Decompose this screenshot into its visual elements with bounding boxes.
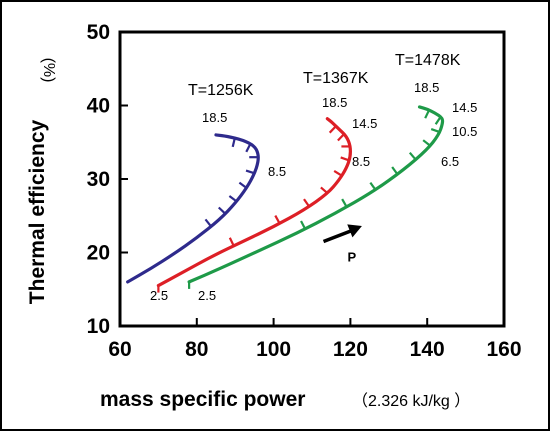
y-tick-label: 10 — [87, 315, 110, 338]
pressure-ratio-tick — [391, 166, 399, 175]
pressure-ratio-tick — [341, 198, 348, 208]
pressure-ratio-tick — [238, 181, 248, 189]
pressure-ratio-label: 6.5 — [441, 154, 459, 169]
x-tick-label: 120 — [333, 338, 368, 361]
pressure-ratio-tick — [424, 109, 431, 119]
y-tick-label: 30 — [87, 168, 110, 191]
series-2: T=1367K 18.5 14.5 8.5 2.5 — [150, 70, 377, 303]
pressure-ratio-tick — [320, 186, 329, 195]
pressure-ratio-label: 18.5 — [322, 95, 347, 110]
pressure-ratio-label: 10.5 — [452, 124, 477, 139]
pressure-ratio-tick — [434, 116, 442, 125]
x-ticks: 60 80 100 120 140 160 — [108, 318, 522, 361]
pressure-ratio-tick — [340, 156, 350, 162]
pressure-ratio-tick — [300, 220, 307, 230]
pressure-ratio-label: 14.5 — [452, 100, 477, 115]
series-1: T=1256K 18.5 8.5 — [126, 82, 286, 284]
arrow-head-icon — [347, 224, 362, 238]
y-axis-unit: (%) — [40, 58, 57, 83]
y-tick-label: 40 — [87, 95, 110, 118]
pressure-ratio-tick — [408, 151, 417, 161]
pressure-arrow-label: P — [348, 249, 357, 264]
pressure-ratio-label: 2.5 — [150, 288, 168, 303]
pressure-ratio-tick — [245, 169, 255, 175]
pressure-ratio-label: 14.5 — [352, 116, 377, 131]
pressure-ratio-tick — [228, 195, 238, 203]
y-tick-label: 20 — [87, 242, 110, 265]
series-name-label: T=1367K — [303, 70, 369, 87]
annotation-layer: P — [322, 224, 362, 264]
pressure-ratio-label: 8.5 — [352, 154, 370, 169]
series-layer: T=1256K18.58.5T=1367K18.514.58.52.5T=147… — [126, 52, 477, 303]
pressure-ratio-tick — [328, 125, 337, 134]
pressure-ratio-tick — [228, 237, 235, 247]
x-tick-label: 100 — [256, 338, 291, 361]
pressure-ratio-tick — [274, 215, 281, 224]
x-tick-label: 140 — [410, 338, 445, 361]
pressure-ratio-tick — [333, 170, 343, 177]
pressure-ratio-label: 18.5 — [202, 110, 227, 125]
pressure-ratio-label: 8.5 — [268, 164, 286, 179]
pressure-ratio-tick — [430, 128, 441, 134]
x-tick-label: 80 — [185, 338, 208, 361]
y-ticks: 10 20 30 40 50 — [87, 21, 128, 338]
pressure-ratio-tick — [422, 139, 431, 147]
pressure-ratio-tick — [245, 143, 252, 153]
x-tick-label: 60 — [108, 338, 131, 361]
pressure-ratio-tick — [204, 218, 212, 228]
pressure-ratio-tick — [337, 133, 345, 142]
pressure-ratio-label: 18.5 — [414, 80, 439, 95]
pressure-ratio-tick — [303, 198, 311, 208]
pressure-ratio-tick — [369, 181, 377, 191]
pressure-ratio-label: 2.5 — [198, 288, 216, 303]
x-axis-title: mass specific power — [100, 388, 305, 411]
x-tick-label: 160 — [486, 338, 521, 361]
series-name-label: T=1256K — [188, 82, 254, 99]
series-name-label: T=1478K — [395, 52, 461, 69]
y-tick-label: 50 — [87, 21, 110, 44]
series-3: T=1478K 18.5 14.5 10.5 6.5 2.5 — [187, 52, 477, 303]
series-line — [187, 105, 445, 284]
pressure-ratio-tick — [231, 137, 236, 148]
y-axis-title: Thermal efficiency — [26, 119, 49, 304]
pressure-ratio-tick — [218, 206, 227, 215]
series-line — [156, 117, 352, 288]
x-axis-unit: （2.326 kJ/kg ） — [352, 392, 470, 410]
